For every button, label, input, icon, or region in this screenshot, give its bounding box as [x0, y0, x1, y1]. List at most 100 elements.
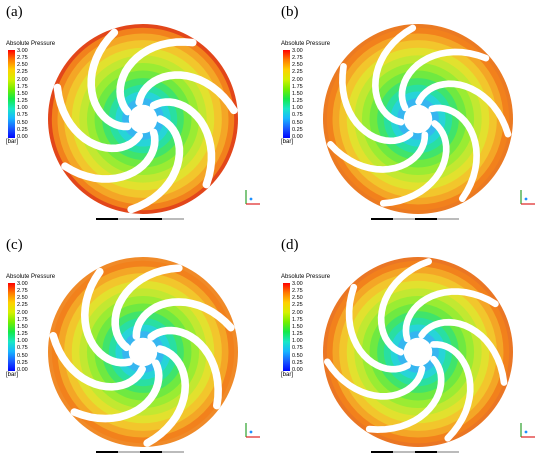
tick-label: 1.00 — [292, 338, 303, 345]
impeller-blade — [49, 331, 146, 391]
impeller-blade — [61, 128, 159, 183]
colorbar-ticks: 3.00 2.75 2.50 2.25 2.00 1.75 1.50 1.25 … — [17, 281, 37, 373]
tick-label: 1.25 — [292, 98, 303, 105]
tick-label: 0.75 — [17, 112, 28, 119]
legend-title: Absolute Pressure — [281, 41, 331, 47]
tick-label: 2.75 — [292, 288, 303, 295]
scale-segment — [162, 218, 184, 220]
pressure-field-impeller — [323, 24, 513, 214]
scale-segment — [118, 451, 140, 453]
hub-bore — [403, 104, 433, 134]
legend-title: Absolute Pressure — [281, 274, 331, 280]
tick-label: 1.00 — [17, 338, 28, 345]
tick-label: 2.25 — [292, 302, 303, 309]
legend-unit: [bar] — [6, 139, 19, 145]
z-axis-dot — [249, 430, 253, 434]
impeller-blade — [135, 71, 238, 115]
tick-label: 1.00 — [17, 105, 28, 112]
scale-segment — [96, 218, 118, 220]
impeller-blade — [428, 104, 480, 203]
scale-segment — [371, 451, 393, 453]
legend-title: Absolute Pressure — [6, 41, 56, 47]
tick-label: 0.50 — [17, 352, 28, 359]
legend-title: Absolute Pressure — [6, 274, 56, 280]
tick-label: 0.50 — [292, 352, 303, 359]
scale-bar-icon — [96, 451, 184, 453]
tick-label: 1.25 — [17, 98, 28, 105]
tick-label: 2.00 — [17, 309, 28, 316]
impeller-blade — [132, 298, 235, 341]
tick-label: 0.25 — [292, 359, 303, 366]
tick-label: 1.75 — [17, 316, 28, 323]
panel-tag: (d) — [281, 237, 299, 253]
colorbar — [283, 50, 290, 138]
tick-label: 1.50 — [292, 90, 303, 97]
pressure-field-impeller — [323, 257, 513, 447]
hub-bore — [128, 104, 158, 134]
panel-tag: (a) — [6, 4, 23, 20]
tick-label: 3.00 — [292, 281, 303, 287]
scale-bar-icon — [96, 218, 184, 220]
scale-segment — [393, 451, 415, 453]
axis-triad-icon — [520, 190, 535, 205]
axis-triad-icon — [245, 190, 260, 205]
tick-label: 0.25 — [17, 126, 28, 133]
tick-label: 3.00 — [17, 48, 28, 54]
tick-label: 1.75 — [292, 316, 303, 323]
scale-bar-icon — [371, 451, 459, 453]
panel-d: (d) Absolute Pressure 3.00 2.75 2.50 2.2… — [275, 233, 550, 466]
pressure-field-impeller — [48, 24, 238, 214]
impeller-blade — [111, 264, 183, 352]
impeller-blade — [398, 48, 490, 112]
scale-segment — [437, 451, 459, 453]
impeller-blade — [327, 131, 429, 173]
tick-label: 2.75 — [17, 288, 28, 295]
pressure-field-impeller — [48, 257, 238, 447]
tick-label: 2.25 — [17, 69, 28, 76]
impeller-blade — [429, 341, 474, 442]
tick-label: 0.00 — [17, 366, 28, 373]
tick-label: 3.00 — [292, 48, 303, 54]
tick-label: 1.50 — [17, 323, 28, 330]
impeller-blade — [147, 326, 222, 410]
tick-label: 2.50 — [17, 62, 28, 69]
tick-label: 1.50 — [292, 323, 303, 330]
tick-label: 2.00 — [292, 309, 303, 316]
impeller-blade — [87, 28, 132, 131]
tick-label: 2.00 — [292, 76, 303, 83]
tick-label: 2.50 — [292, 62, 303, 69]
impeller-blade — [339, 63, 414, 145]
tick-label: 0.50 — [17, 119, 28, 126]
tick-label: 0.00 — [292, 133, 303, 140]
impeller-blade — [372, 24, 417, 126]
tick-label: 0.25 — [292, 126, 303, 133]
legend-unit: [bar] — [281, 139, 294, 145]
impeller-blade — [379, 120, 450, 207]
tick-label: 2.50 — [292, 295, 303, 302]
hub-bore — [403, 337, 433, 367]
impeller-blade — [149, 98, 216, 189]
impeller-blade — [377, 258, 432, 356]
scale-segment — [393, 218, 415, 220]
tick-label: 1.25 — [292, 331, 303, 338]
tick-label: 1.25 — [17, 331, 28, 338]
impeller-blade — [143, 345, 190, 447]
panel-b: (b) Absolute Pressure 3.00 2.75 2.50 2.2… — [275, 0, 550, 233]
legend-unit: [bar] — [281, 372, 294, 378]
impeller-blade — [418, 318, 508, 386]
impeller-blade — [127, 115, 184, 214]
tick-label: 0.50 — [292, 119, 303, 126]
tick-label: 0.25 — [17, 359, 28, 366]
tick-label: 0.75 — [292, 112, 303, 119]
impeller-blade — [324, 358, 426, 400]
impeller-blade — [415, 80, 512, 138]
colorbar — [8, 283, 15, 371]
impeller-blade — [116, 38, 197, 116]
impeller-blade — [80, 267, 133, 367]
panel-c: (c) Absolute Pressure 3.00 2.75 2.50 2.2… — [0, 233, 275, 466]
scale-bar-icon — [371, 218, 459, 220]
hub-bore — [128, 337, 158, 367]
tick-label: 2.75 — [292, 55, 303, 62]
z-axis-dot — [524, 197, 528, 201]
tick-label: 3.00 — [17, 281, 28, 287]
